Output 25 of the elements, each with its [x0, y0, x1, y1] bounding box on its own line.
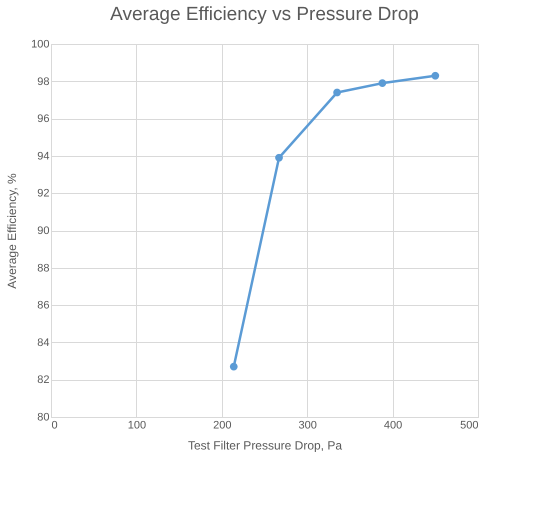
y-tick-label: 84	[37, 336, 50, 349]
point	[275, 154, 283, 162]
x-tick-label: 200	[213, 420, 232, 432]
point	[431, 72, 440, 80]
point	[378, 79, 386, 88]
x-tick-label: 0	[52, 420, 58, 432]
y-tick-label: 100	[31, 38, 50, 50]
point	[230, 362, 238, 371]
y-tick-label: 90	[37, 225, 50, 237]
y-tick-label: 98	[37, 76, 50, 88]
x-tick-label: 300	[298, 420, 317, 432]
chart-title: Average Efficiency vs Pressure Drop	[110, 4, 419, 25]
y-tick-label: 88	[37, 262, 50, 274]
point	[333, 88, 341, 96]
x-tick-label: 400	[384, 420, 402, 432]
y-axis-title: Average Efficiency, %	[5, 172, 20, 289]
y-tick-label: 80	[37, 412, 50, 424]
y-tick-label: 94	[37, 150, 50, 162]
x-tick-label: 100	[128, 420, 146, 432]
x-tick-label: 500	[460, 420, 478, 432]
y-tick-label: 92	[37, 188, 50, 200]
y-tick-label: 96	[37, 113, 50, 126]
x-axis-title: Test Filter Pressure Drop, Pa	[188, 438, 342, 452]
y-tick-label: 82	[37, 374, 50, 386]
y-tick-label: 86	[37, 300, 50, 312]
